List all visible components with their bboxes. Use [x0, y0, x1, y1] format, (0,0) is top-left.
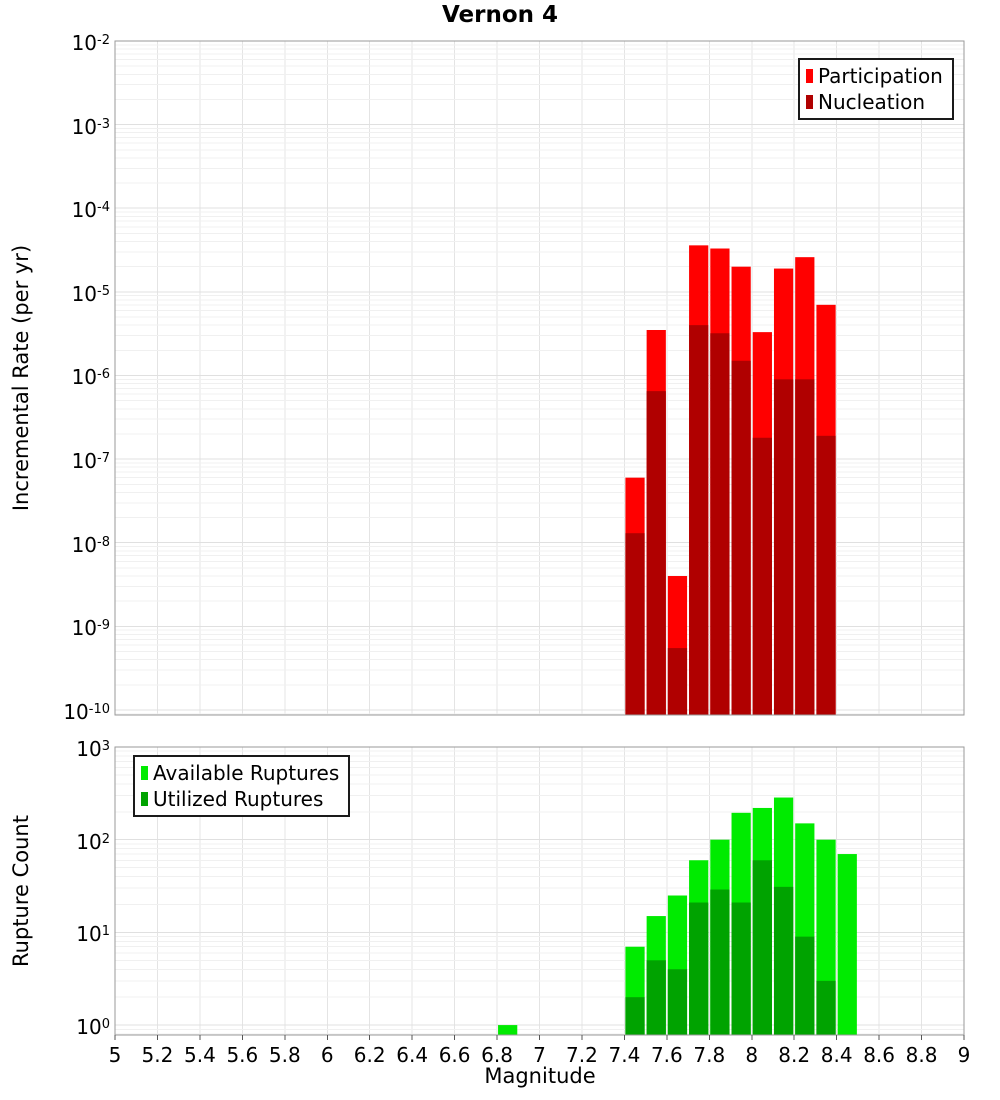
x-tick-label: 6.2 [353, 1043, 386, 1067]
utilized-ruptures-label: Utilized Ruptures [153, 787, 324, 811]
y-tick-label: 10-5 [71, 281, 110, 306]
available-ruptures-label: Available Ruptures [153, 761, 340, 785]
y-tick-label: 10-8 [71, 532, 110, 557]
nucleation-bar-m7.95 [731, 360, 751, 715]
legend-item-utilized-ruptures: Utilized Ruptures [141, 787, 339, 811]
nucleation-bar-m8.35 [816, 435, 836, 715]
x-tick-label: 7.2 [566, 1043, 598, 1067]
nucleation-bar-m7.85 [710, 333, 730, 715]
nucleation-bar-m8.25 [795, 379, 815, 715]
y-tick-label: 10-3 [71, 114, 110, 139]
x-tick-label: 8.6 [863, 1043, 895, 1067]
nucleation-bar-m7.65 [667, 648, 688, 715]
x-tick-label: 7.6 [650, 1043, 683, 1067]
nucleation-bar-m7.75 [689, 325, 709, 715]
x-tick-label: 6.6 [438, 1043, 471, 1067]
x-tick-label: 7.8 [693, 1043, 726, 1067]
y-tick-label: 10-10 [63, 699, 110, 724]
utilized-ruptures-bar-m7.55 [646, 960, 666, 1035]
y-tick-label: 102 [76, 829, 110, 854]
x-tick-label: 7 [533, 1043, 546, 1067]
nucleation-swatch-icon [806, 95, 813, 109]
y-tick-label: 10-6 [71, 365, 110, 390]
y-tick-label: 10-7 [71, 449, 110, 474]
x-tick-label: 8.8 [905, 1043, 938, 1067]
x-tick-label: 5.6 [226, 1043, 259, 1067]
x-tick-label: 5 [108, 1043, 122, 1067]
utilized-ruptures-bar-m8.05 [752, 860, 772, 1035]
y-tick-label: 100 [76, 1015, 110, 1040]
y-tick-label: 101 [76, 922, 110, 947]
x-tick-label: 5.8 [268, 1043, 301, 1067]
x-tick-label: 5.2 [141, 1043, 174, 1067]
rate-legend: Participation Nucleation [798, 58, 954, 120]
x-tick-label: 9 [957, 1043, 971, 1067]
nucleation-bar-m7.55 [646, 391, 666, 715]
participation-swatch-icon [806, 69, 813, 83]
y-tick-label: 10-2 [71, 31, 110, 55]
participation-label: Participation [818, 64, 943, 88]
x-tick-label: 8.2 [778, 1043, 811, 1067]
utilized-ruptures-bar-m7.95 [731, 902, 751, 1035]
available-ruptures-bar-m6.85 [498, 1025, 518, 1035]
nucleation-label: Nucleation [818, 90, 926, 114]
y-tick-label: 10-9 [71, 616, 110, 641]
rate-axis-title: Incremental Rate (per yr) [9, 244, 33, 512]
utilized-ruptures-swatch-icon [141, 792, 148, 806]
utilized-ruptures-bar-m8.25 [795, 936, 815, 1035]
utilized-ruptures-bar-m7.65 [667, 969, 688, 1035]
nucleation-bar-m8.05 [752, 437, 772, 715]
utilized-ruptures-bar-m7.85 [710, 889, 730, 1035]
y-tick-label: 103 [76, 737, 110, 761]
legend-item-available-ruptures: Available Ruptures [141, 761, 339, 785]
chart-title: Vernon 4 [441, 2, 559, 28]
y-tick-label: 10-4 [71, 198, 110, 223]
magnitude-axis-title: Magnitude [484, 1064, 596, 1088]
x-tick-label: 6.4 [396, 1043, 429, 1067]
utilized-ruptures-bar-m7.75 [689, 902, 709, 1035]
utilized-ruptures-bar-m8.35 [816, 980, 836, 1035]
nucleation-bar-m8.15 [773, 379, 794, 715]
count-axis-title: Rupture Count [9, 815, 33, 967]
count-legend: Available Ruptures Utilized Ruptures [133, 755, 351, 817]
x-tick-label: 6 [320, 1043, 334, 1067]
utilized-ruptures-bar-m8.15 [773, 886, 794, 1035]
legend-item-nucleation: Nucleation [806, 90, 943, 114]
x-tick-label: 5.4 [183, 1043, 216, 1067]
x-tick-label: 8.4 [820, 1043, 853, 1067]
x-tick-label: 6.8 [481, 1043, 513, 1067]
plot-border [114, 40, 965, 716]
available-ruptures-bar-m8.45 [837, 854, 857, 1035]
utilized-ruptures-bar-m7.45 [625, 997, 645, 1035]
nucleation-bar-m7.45 [625, 533, 645, 715]
x-tick-label: 8 [745, 1043, 759, 1067]
available-ruptures-swatch-icon [141, 766, 148, 780]
legend-item-participation: Participation [806, 64, 943, 88]
x-tick-label: 7.4 [608, 1043, 641, 1067]
